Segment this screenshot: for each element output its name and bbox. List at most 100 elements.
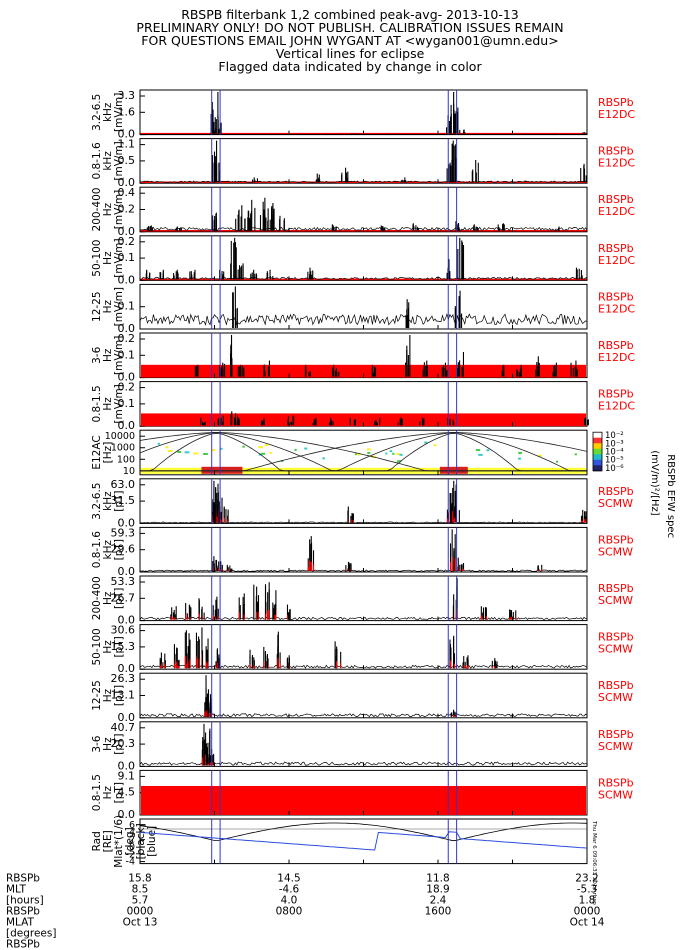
y-tick-label: 3.3 <box>118 89 136 102</box>
y-axis-label: Hz <box>102 640 114 654</box>
y-tick-label: 0.0 <box>118 565 136 578</box>
y-axis-label: 12-25 <box>91 680 103 711</box>
spectral-speck <box>475 449 481 452</box>
y-axis-label: 0.8-1.5 <box>91 385 103 422</box>
colorbar-frame <box>592 431 603 472</box>
panel-source-label: RBSPb <box>598 290 634 303</box>
spectral-speck <box>396 453 400 456</box>
panel-source-label: RBSPb <box>598 533 634 546</box>
panel-source-label: RBSPb <box>598 145 634 158</box>
y-axis-label: [pT] <box>113 588 125 609</box>
colorbar-tick-label: 10⁻⁴ <box>605 448 624 458</box>
spectral-speck <box>433 444 437 447</box>
footer-mlat: 1.8 <box>579 895 596 907</box>
panel-source-label: RBSPb <box>598 388 634 401</box>
y-tick-label: 26.7 <box>111 591 136 604</box>
panel-instrument-label: SCMW <box>598 497 633 510</box>
y-tick-label: 0.0 <box>118 371 136 384</box>
panel-instrument-label: SCMW <box>598 788 633 801</box>
footer-row-label: [hours] <box>6 895 44 907</box>
y-axis-label: 0.8-1.5 <box>91 774 103 811</box>
y-axis-label: 50-100 <box>91 239 103 276</box>
spectral-speck <box>518 457 521 460</box>
panel-instrument-label: E12DC <box>598 205 635 218</box>
y-axis-label: Hz <box>102 348 114 362</box>
y-axis-label: [mV/m] <box>113 336 125 375</box>
radius-trace <box>139 822 588 842</box>
spectral-speck <box>574 453 577 456</box>
spectral-speck <box>392 452 395 455</box>
flag-band <box>141 785 586 815</box>
y-tick-label: 0.0 <box>118 614 136 627</box>
panel-frame <box>139 478 588 524</box>
y-tick-label: 0.0 <box>118 128 136 141</box>
y-tick-label: 10 <box>123 466 135 477</box>
plot-header: RBSPB filterbank 1,2 combined peak-avg- … <box>0 8 700 73</box>
y-tick-label: 1.6 <box>118 105 136 118</box>
y-tick-label: 6 <box>129 820 135 831</box>
panel-source-label: RBSPb <box>598 582 634 595</box>
y-axis-label: Hz <box>102 397 114 411</box>
y-tick-label: 1000 <box>111 443 135 454</box>
spectral-speck <box>399 453 403 456</box>
panel-frame <box>139 575 588 622</box>
mlat-trace <box>139 831 588 851</box>
y-axis-label: [mV/m] <box>113 238 125 277</box>
footer-time: 0800 <box>276 906 303 918</box>
colorbar-segment <box>593 448 602 455</box>
y-axis-label: kHz <box>102 151 114 171</box>
y-axis-label: Hz <box>102 300 114 314</box>
panel-source-label: RBSPb <box>598 776 634 789</box>
panel-source-label: RBSPb <box>598 339 634 352</box>
y-tick-label: 20.3 <box>111 737 136 750</box>
spectral-speck <box>367 451 371 454</box>
y-axis-label: [pT] <box>113 636 125 657</box>
y-tick-label: 0.0 <box>118 176 136 189</box>
footer-mlt: 8.5 <box>132 884 149 896</box>
y-tick-label: 59.3 <box>111 526 136 539</box>
panel-instrument-label: E12DC <box>598 302 635 315</box>
contact-notice: FOR QUESTIONS EMAIL JOHN WYGANT AT <wyga… <box>141 33 559 48</box>
y-axis-label: kHz <box>102 102 114 122</box>
y-tick-label: 0.1 <box>118 300 136 313</box>
panel-frame <box>139 138 588 184</box>
footer-row-label: MLT <box>6 884 26 896</box>
y-axis-label: [deg] <box>124 827 136 855</box>
y-axis-label: 3-6 <box>91 346 103 363</box>
y-tick-label: 0.0 <box>118 711 136 724</box>
y-tick-label: 0.0 <box>118 808 136 821</box>
spectral-speck <box>304 447 308 450</box>
spectral-speck <box>486 449 490 452</box>
panel-source-label: RBSPb <box>598 728 634 741</box>
y-axis-label: [pT] <box>113 685 125 706</box>
spectral-speck <box>177 450 181 453</box>
footer-row-label: RBSPb <box>6 873 40 885</box>
spectral-speck <box>385 452 388 455</box>
panel-instrument-label: SCMW <box>598 545 633 558</box>
y-axis-label: [blue] <box>146 826 158 857</box>
y-tick-label: 9.1 <box>118 769 136 782</box>
y-axis-label: 3.2-6.5 <box>91 94 103 131</box>
footer-mlt: -4.6 <box>279 884 300 896</box>
spectral-speck <box>389 450 393 453</box>
colorbar-tick-label: 10⁻⁶ <box>605 464 624 474</box>
footer-rad: 14.5 <box>277 873 300 885</box>
panel-frame <box>139 624 588 670</box>
y-tick-label: 0.2 <box>118 381 136 394</box>
panel-instrument-label: E12DC <box>598 254 635 267</box>
spectral-speck <box>220 447 223 450</box>
spectral-speck <box>258 446 263 449</box>
y-axis-label: kHz <box>102 539 114 559</box>
footer-date: Oct 14 <box>570 917 605 929</box>
y-tick-label: 0.1 <box>118 251 136 264</box>
y-tick-label: 53.3 <box>111 575 136 588</box>
y-tick-label: 31.5 <box>111 494 136 507</box>
y-axis-label: [pT] <box>113 782 125 803</box>
